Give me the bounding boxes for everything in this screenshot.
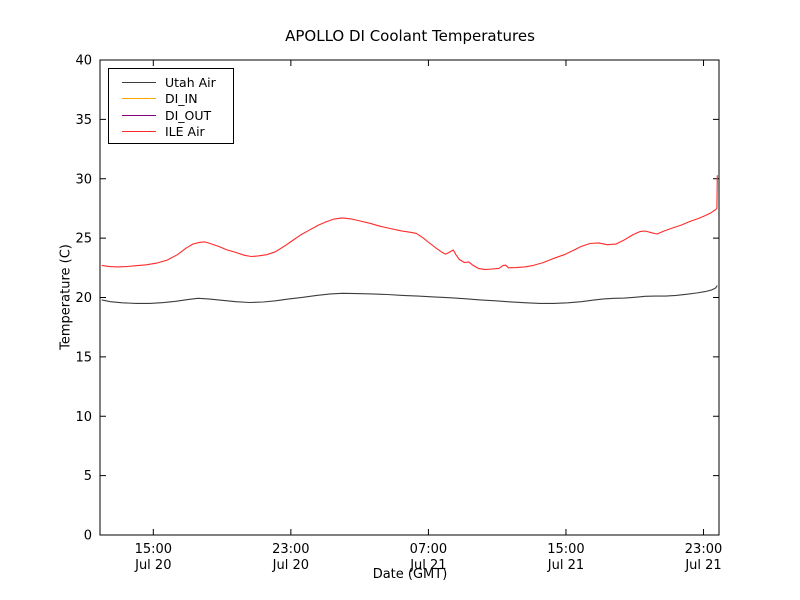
x-axis-label: Date (GMT) xyxy=(372,567,448,582)
x-tick-time-label: 23:00 xyxy=(272,542,309,557)
y-tick-label: 10 xyxy=(75,410,92,425)
x-tick-date-label: Jul 21 xyxy=(409,558,446,573)
series-line-ile-air xyxy=(101,175,718,271)
legend-label: Utah Air xyxy=(165,74,216,90)
legend-entry-ile-air: ILE Air xyxy=(122,124,233,141)
legend-line-sample xyxy=(122,114,156,116)
x-tick-date-label: Jul 21 xyxy=(684,558,721,573)
y-tick-label: 15 xyxy=(75,350,92,365)
axes-frame xyxy=(99,59,720,536)
chart-title: APOLLO DI Coolant Temperatures xyxy=(285,27,535,45)
legend-entry-utah-air: Utah Air xyxy=(122,74,233,91)
y-tick-label: 25 xyxy=(75,232,92,247)
x-tick-time-label: 07:00 xyxy=(410,542,447,557)
y-tick-label: 35 xyxy=(75,113,92,128)
y-tick-label: 20 xyxy=(75,291,92,306)
legend-line-sample xyxy=(122,98,156,100)
x-tick-date-label: Jul 21 xyxy=(547,558,584,573)
series-line-utah-air xyxy=(101,285,718,304)
legend-label: ILE Air xyxy=(165,124,205,140)
y-tick-label: 5 xyxy=(84,469,92,484)
legend-entry-di-out: DI_OUT xyxy=(122,107,233,124)
legend-line-sample xyxy=(122,81,156,83)
legend-entry-di-in: DI_IN xyxy=(122,91,233,108)
x-tick-time-label: 15:00 xyxy=(547,542,584,557)
legend-label: DI_OUT xyxy=(165,107,212,123)
y-tick-label: 30 xyxy=(75,172,92,187)
x-tick-date-label: Jul 20 xyxy=(134,558,171,573)
x-tick-date-label: Jul 20 xyxy=(272,558,309,573)
legend-line-sample xyxy=(122,131,156,133)
x-tick-time-label: 23:00 xyxy=(685,542,722,557)
y-axis-label: Temperature (C) xyxy=(58,244,74,350)
y-tick-label: 0 xyxy=(84,529,92,544)
x-tick-time-label: 15:00 xyxy=(135,542,172,557)
legend-label: DI_IN xyxy=(165,91,198,107)
y-tick-label: 40 xyxy=(75,54,92,69)
legend: Utah Air DI_IN DI_OUT ILE Air xyxy=(108,68,234,144)
